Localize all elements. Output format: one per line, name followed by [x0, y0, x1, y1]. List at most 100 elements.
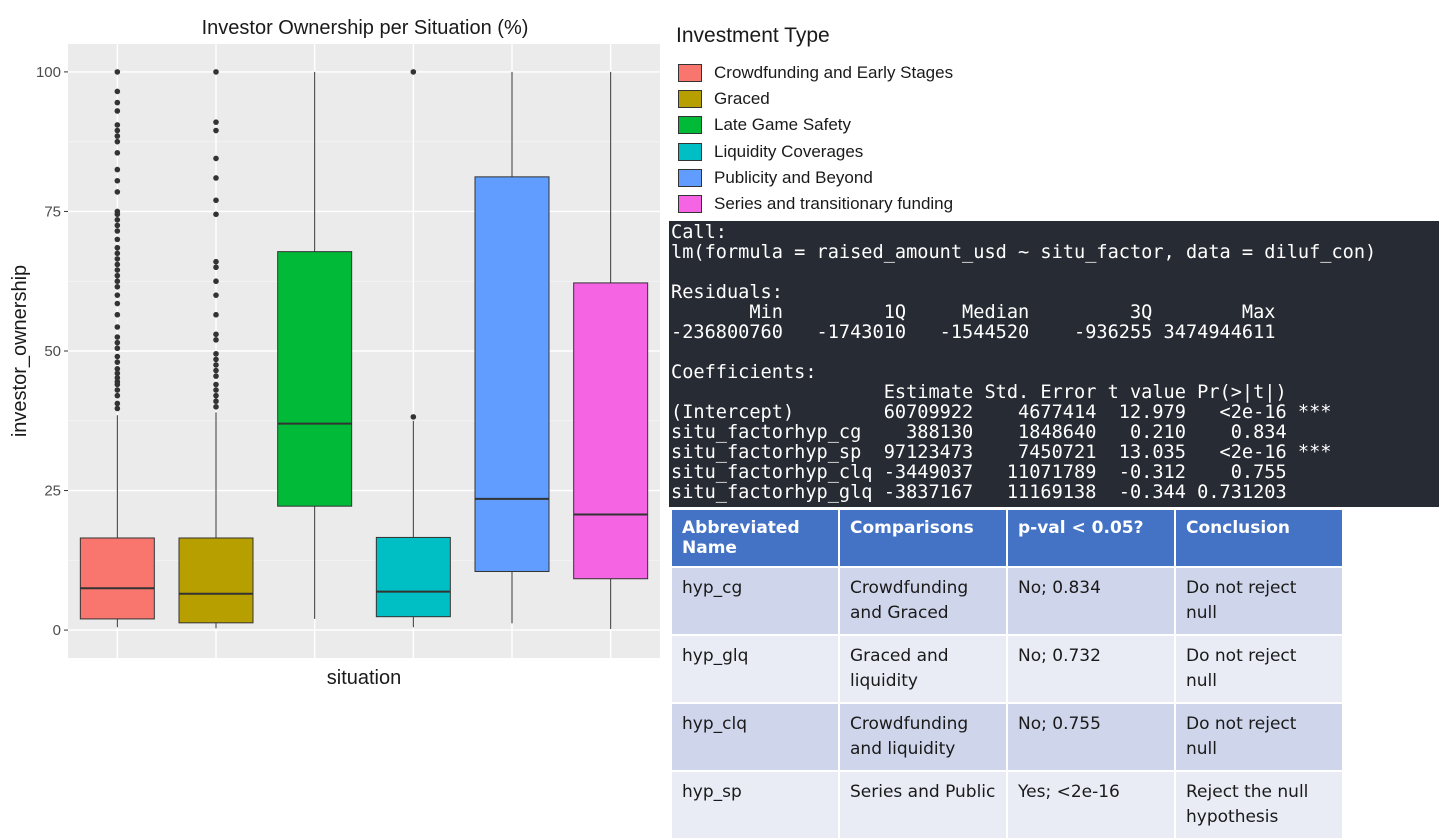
outlier-point — [114, 261, 121, 268]
outlier-point — [213, 175, 219, 181]
outlier-point — [114, 378, 121, 385]
outlier-point — [410, 414, 417, 420]
box — [474, 176, 550, 572]
hypothesis-results-table: Abbreviated Name Comparisons p-val < 0.0… — [670, 508, 1344, 840]
outlier-point — [114, 374, 121, 381]
box — [79, 537, 155, 620]
outlier-point — [213, 381, 219, 388]
legend-label: Crowdfunding and Early Stages — [714, 63, 954, 83]
box-group — [277, 71, 353, 619]
outlier-point — [213, 197, 219, 204]
outlier-point — [114, 222, 121, 229]
table-cell: hyp_cg — [670, 566, 840, 636]
outlier-point — [114, 405, 121, 412]
outlier-point — [114, 99, 121, 106]
box-group — [375, 69, 451, 628]
outlier-point — [213, 404, 219, 410]
outlier-point — [114, 339, 121, 346]
box — [178, 537, 254, 624]
outlier-point — [114, 236, 121, 243]
outlier-point — [114, 387, 121, 393]
outlier-point — [213, 69, 219, 75]
outlier-point — [114, 359, 121, 365]
outlier-point — [213, 350, 219, 357]
boxes — [79, 69, 649, 629]
box-group — [178, 69, 254, 629]
outlier-point — [114, 108, 121, 114]
outlier-point — [213, 264, 219, 271]
box — [277, 251, 353, 507]
outlier-point — [114, 127, 121, 134]
y-tick-label: 100 — [36, 64, 61, 81]
table-cell: Crowdfunding and Graced — [838, 566, 1008, 636]
console-text: Call: lm(formula = raised_amount_usd ~ s… — [671, 222, 1377, 503]
table-cell: Reject the null hypothesis — [1174, 770, 1344, 840]
outlier-point — [114, 189, 121, 195]
outlier-point — [114, 400, 121, 407]
outlier-point — [213, 258, 219, 265]
legend-item: Late Game Safety — [676, 112, 996, 138]
outlier-point — [114, 228, 121, 234]
box-group — [79, 69, 155, 628]
y-axis-label: investor_ownership — [9, 265, 31, 437]
outlier-point — [114, 334, 121, 340]
y-tick-label: 75 — [44, 203, 61, 220]
legend-label: Series and transitionary funding — [714, 194, 954, 214]
chart-title: Investor Ownership per Situation (%) — [202, 17, 529, 39]
outlier-point — [213, 362, 219, 368]
outlier-point — [213, 387, 219, 393]
table-row: hyp_cg Crowdfunding and Graced No; 0.834… — [670, 566, 1344, 636]
x-axis-label: situation — [327, 667, 402, 689]
outlier-point — [114, 208, 121, 215]
legend-item: Graced — [676, 86, 996, 112]
outlier-point — [213, 211, 219, 218]
y-tick-label: 50 — [44, 343, 61, 360]
y-axis-ticks: 0 25 50 75 100 — [36, 64, 68, 639]
legend-key — [678, 90, 702, 109]
outlier-point — [114, 88, 121, 95]
outlier-point — [114, 166, 121, 173]
legend-item: Liquidity Coverages — [676, 139, 996, 165]
legend-key — [678, 142, 702, 161]
table-row: hyp_glq Graced and liquidity No; 0.732 D… — [670, 634, 1344, 704]
outlier-point — [213, 398, 219, 405]
outlier-point — [114, 353, 121, 360]
outlier-point — [114, 217, 121, 223]
table-cell: Do not reject null — [1174, 702, 1344, 772]
outlier-point — [114, 150, 121, 156]
table-cell: Series and Public — [838, 770, 1008, 840]
outlier-point — [213, 337, 219, 343]
table-header-row: Abbreviated Name Comparisons p-val < 0.0… — [670, 508, 1344, 568]
legend-label: Late Game Safety — [714, 115, 852, 135]
table-cell: hyp_sp — [670, 770, 840, 840]
box — [375, 536, 451, 618]
outlier-point — [114, 267, 121, 273]
outlier-point — [114, 292, 121, 298]
table-cell: hyp_glq — [670, 634, 840, 704]
regression-output-console: Call: lm(formula = raised_amount_usd ~ s… — [669, 221, 1439, 507]
legend: Investment Type Crowdfunding and Early S… — [676, 24, 996, 217]
outlier-point — [114, 370, 121, 377]
outlier-point — [213, 155, 219, 162]
outlier-point — [114, 278, 121, 285]
outlier-point — [213, 356, 219, 363]
outlier-point — [114, 300, 121, 307]
outlier-point — [114, 250, 121, 257]
legend-key — [678, 195, 702, 214]
header-comparisons: Comparisons — [838, 508, 1008, 568]
table-cell: Yes; <2e-16 — [1006, 770, 1176, 840]
legend-key — [678, 168, 702, 187]
legend-item: Publicity and Beyond — [676, 165, 996, 191]
outlier-point — [213, 278, 219, 285]
table-cell: hyp_clq — [670, 702, 840, 772]
outlier-point — [114, 392, 121, 399]
box — [573, 282, 649, 580]
outlier-point — [114, 345, 121, 352]
outlier-point — [213, 127, 219, 134]
outlier-point — [114, 256, 121, 262]
outlier-point — [114, 122, 121, 128]
table-cell: Do not reject null — [1174, 566, 1344, 636]
header-p-value: p-val < 0.05? — [1006, 508, 1176, 568]
outlier-point — [213, 311, 219, 318]
legend-label: Publicity and Beyond — [714, 167, 873, 187]
